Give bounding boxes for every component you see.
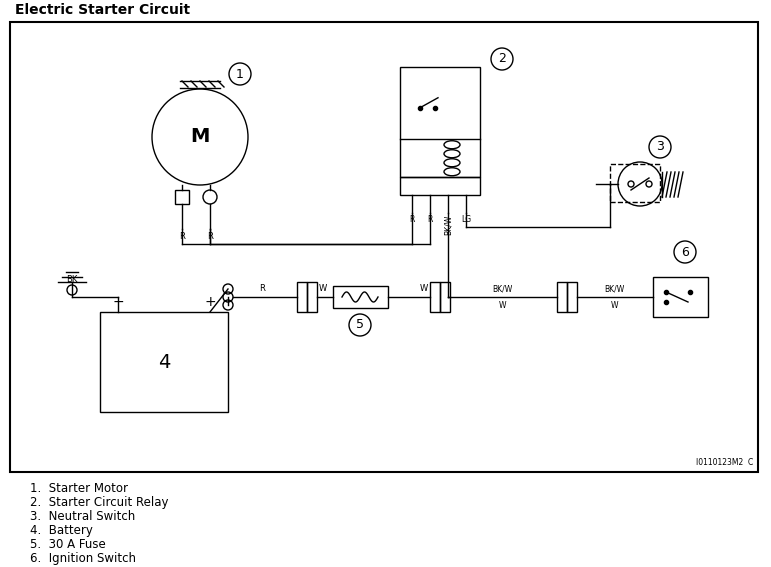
Bar xyxy=(297,282,307,312)
Text: LG: LG xyxy=(461,215,471,224)
Text: W: W xyxy=(499,301,507,310)
Text: W: W xyxy=(419,284,428,293)
Bar xyxy=(175,190,189,204)
Text: 5: 5 xyxy=(356,319,364,332)
Bar xyxy=(557,282,567,312)
Bar xyxy=(610,164,660,202)
Text: 1: 1 xyxy=(236,67,244,81)
Bar xyxy=(652,277,708,317)
Bar xyxy=(10,22,758,472)
Bar xyxy=(567,282,577,312)
Text: 5.  30 A Fuse: 5. 30 A Fuse xyxy=(30,538,106,551)
Bar xyxy=(430,282,440,312)
Text: R: R xyxy=(260,284,265,293)
Text: 2.  Starter Circuit Relay: 2. Starter Circuit Relay xyxy=(30,496,169,509)
Text: 2: 2 xyxy=(498,53,506,66)
Text: Electric Starter Circuit: Electric Starter Circuit xyxy=(15,3,190,17)
Text: −: − xyxy=(113,295,124,309)
Bar xyxy=(307,282,317,312)
Text: R: R xyxy=(427,215,433,224)
Bar xyxy=(332,286,388,308)
Text: R: R xyxy=(207,232,213,241)
Bar xyxy=(100,312,228,412)
Text: W: W xyxy=(319,284,327,293)
Text: 3.  Neutral Switch: 3. Neutral Switch xyxy=(30,510,135,523)
Text: 3: 3 xyxy=(656,141,664,154)
Text: 6: 6 xyxy=(681,246,689,259)
Text: R: R xyxy=(409,215,415,224)
Text: I0110123M2  C: I0110123M2 C xyxy=(695,458,753,467)
Text: BK/W: BK/W xyxy=(443,215,453,235)
Text: +: + xyxy=(204,295,216,309)
Bar xyxy=(440,282,450,312)
Text: 1.  Starter Motor: 1. Starter Motor xyxy=(30,482,128,495)
Text: R: R xyxy=(179,232,185,241)
Bar xyxy=(400,177,480,195)
Text: 6.  Ignition Switch: 6. Ignition Switch xyxy=(30,552,136,565)
Text: BK: BK xyxy=(66,275,78,284)
Text: 4.  Battery: 4. Battery xyxy=(30,524,93,537)
Text: M: M xyxy=(190,128,210,146)
Text: BK/W: BK/W xyxy=(604,284,625,293)
Text: 4: 4 xyxy=(158,353,170,371)
Text: W: W xyxy=(611,301,618,310)
Text: BK/W: BK/W xyxy=(493,284,513,293)
Bar xyxy=(400,67,480,177)
